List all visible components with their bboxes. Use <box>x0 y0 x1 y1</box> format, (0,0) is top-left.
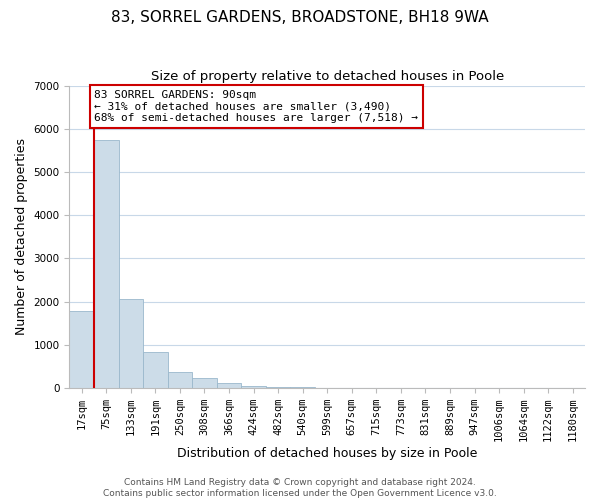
Title: Size of property relative to detached houses in Poole: Size of property relative to detached ho… <box>151 70 504 83</box>
Bar <box>217 383 241 388</box>
Bar <box>119 300 143 388</box>
Bar <box>266 386 290 388</box>
Bar <box>241 386 266 388</box>
Text: 83 SORREL GARDENS: 90sqm
← 31% of detached houses are smaller (3,490)
68% of sem: 83 SORREL GARDENS: 90sqm ← 31% of detach… <box>94 90 418 123</box>
X-axis label: Distribution of detached houses by size in Poole: Distribution of detached houses by size … <box>177 447 478 460</box>
Text: 83, SORREL GARDENS, BROADSTONE, BH18 9WA: 83, SORREL GARDENS, BROADSTONE, BH18 9WA <box>111 10 489 25</box>
Bar <box>143 352 167 388</box>
Bar <box>94 140 119 388</box>
Bar <box>192 378 217 388</box>
Text: Contains HM Land Registry data © Crown copyright and database right 2024.
Contai: Contains HM Land Registry data © Crown c… <box>103 478 497 498</box>
Bar <box>70 311 94 388</box>
Bar <box>167 372 192 388</box>
Y-axis label: Number of detached properties: Number of detached properties <box>15 138 28 336</box>
